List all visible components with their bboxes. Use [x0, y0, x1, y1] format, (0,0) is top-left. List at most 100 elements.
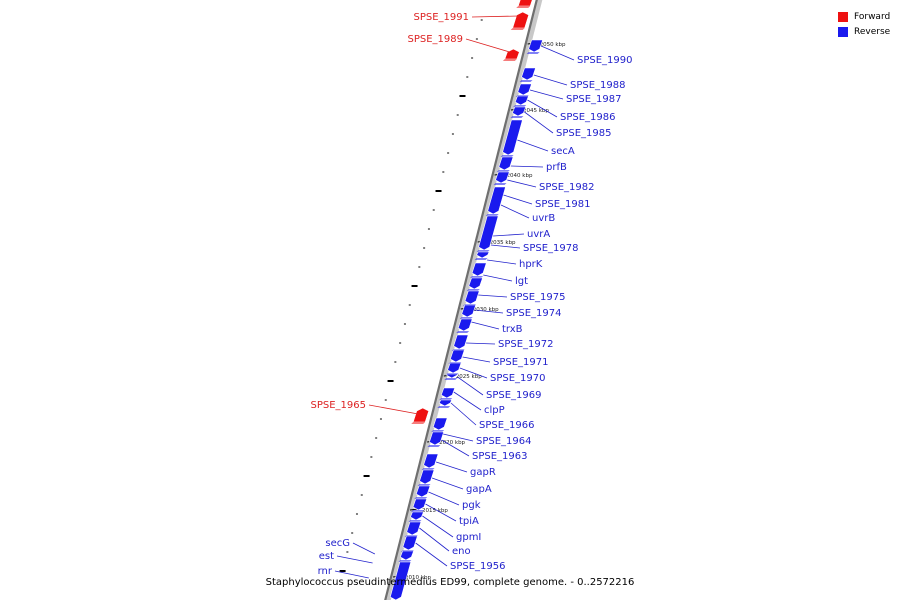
reverse-gene-block [476, 251, 490, 259]
reverse-gene-label-leader [471, 321, 500, 330]
reverse-gene-label: trxB [502, 324, 523, 335]
reverse-gene-block-shade [410, 510, 424, 512]
forward-gene-label: SPSE_1965 [311, 400, 367, 411]
reverse-gene-block [406, 521, 422, 536]
reverse-gene-label-leader [435, 461, 468, 473]
reverse-gene-block [502, 119, 523, 156]
reverse-gene-block-shade [526, 52, 540, 54]
reverse-gene-block [447, 362, 462, 374]
reverse-gene-label: secA [551, 146, 575, 157]
reverse-gene-label-leader [500, 204, 530, 219]
reverse-gene-label: eno [452, 546, 471, 557]
reverse-gene-block-shade [437, 406, 451, 408]
reverse-gene-label-leader [443, 433, 474, 442]
reverse-gene-label: SPSE_1972 [498, 339, 554, 350]
scale-tick-label: 2020 kbp [439, 440, 465, 446]
reverse-gene-label: gpmI [456, 532, 481, 543]
reverse-gene-block-shade [474, 258, 488, 260]
legend-forward-label: Forward [854, 11, 891, 22]
legend: Forward Reverse [838, 9, 890, 39]
left-gene-label-leader [334, 570, 369, 579]
reverse-gene-label: hprK [519, 259, 543, 270]
gene-labels: SPSE_1990 SPSE_1988 SPSE_1987 SPSE_1986 SPSE… [311, 12, 633, 579]
legend-reverse: Reverse [838, 24, 890, 39]
reverse-gene-block [412, 498, 428, 511]
scale-tick-label: 2030 kbp [473, 307, 499, 313]
reverse-gene-block [453, 334, 469, 350]
reverse-gene-label: gapA [466, 484, 492, 495]
reverse-gene-block [410, 511, 424, 521]
reverse-gene-block [399, 550, 415, 561]
reverse-gene-label-leader [462, 356, 491, 363]
reverse-gene-label-leader [457, 376, 484, 396]
reverse-gene-block [440, 387, 456, 399]
reverse-gene-block-shade [427, 445, 441, 447]
reverse-gene-label: lgt [515, 276, 528, 287]
reverse-gene-label: uvrA [527, 229, 550, 240]
left-gene-label: est [319, 551, 334, 562]
reverse-gene-label: SPSE_1964 [476, 436, 532, 447]
reverse-gene-label: SPSE_1956 [450, 561, 506, 572]
reverse-gene-block-shade [456, 331, 470, 333]
reverse-gene-label: SPSE_1986 [560, 112, 616, 123]
reverse-gene-block [429, 431, 445, 446]
reverse-gene-label: gapR [470, 467, 496, 478]
reverse-gene-block [514, 95, 529, 106]
forward-gene-block [517, 0, 533, 7]
reverse-gene-label-leader [422, 515, 454, 538]
reverse-gene-label-leader [450, 402, 477, 426]
reverse-gene-label: SPSE_1975 [510, 292, 566, 303]
forward-gene-block-shade [502, 59, 517, 61]
reverse-gene-block [471, 262, 487, 277]
reverse-gene-label-leader [533, 74, 568, 86]
reverse-gene-block [402, 535, 418, 551]
forward-gene-block [504, 48, 520, 60]
reverse-gene-label-leader [459, 367, 488, 379]
genome-backbone [384, 0, 543, 600]
gene-features [389, 0, 544, 600]
reverse-gene-block [478, 215, 499, 251]
backbone-line [384, 0, 538, 600]
reverse-gene-block [517, 83, 532, 96]
reverse-gene-block-shade [439, 398, 453, 400]
reverse-gene-label: SPSE_1981 [535, 199, 591, 210]
reverse-gene-block [495, 171, 510, 184]
forward-gene-block [512, 11, 530, 29]
reverse-gene-block [419, 469, 435, 485]
reverse-gene-label-leader [503, 194, 533, 205]
reverse-gene-label-leader [507, 179, 537, 188]
reverse-gene-block-shade [466, 289, 480, 291]
reverse-gene-block-shade [459, 317, 473, 319]
reverse-gene-label: pgk [462, 500, 481, 511]
reverse-gene-block-shade [513, 105, 527, 107]
reverse-gene-label: SPSE_1988 [570, 80, 626, 91]
backbone-shadow [385, 0, 543, 600]
reverse-gene-label: SPSE_1970 [490, 373, 546, 384]
reverse-gene-block-shade [398, 560, 412, 562]
scale-tick-label: 2015 kbp [422, 508, 448, 514]
reverse-gene-block [487, 186, 506, 215]
reverse-gene-label-leader [419, 527, 450, 552]
reverse-gene-label-leader [490, 244, 521, 249]
scale-tick-label: 2035 kbp [490, 240, 516, 246]
reverse-gene-label-leader [527, 99, 558, 118]
reverse-gene-block-shade [414, 497, 428, 499]
reverse-gene-label: prfB [546, 162, 567, 173]
reverse-gene-block [438, 399, 453, 407]
legend-reverse-label: Reverse [854, 26, 891, 37]
reverse-gene-label: SPSE_1990 [577, 55, 633, 66]
reverse-gene-block-shade [500, 155, 514, 157]
reverse-gene-block [415, 485, 431, 498]
reverse-gene-label-leader [425, 503, 457, 522]
scale-tick-label: 2040 kbp [507, 173, 533, 179]
outer-dash-track [339, 19, 483, 572]
forward-gene-block-shade [510, 28, 525, 30]
reverse-gene-block [389, 561, 412, 600]
left-gene-label: rnr [318, 566, 333, 577]
forward-gene-label: SPSE_1991 [414, 12, 470, 23]
reverse-gene-block [521, 67, 536, 81]
reverse-gene-label-leader [441, 439, 470, 457]
reverse-gene-label: SPSE_1969 [486, 390, 542, 401]
scale-tick-label: 2045 kbp [523, 108, 549, 114]
